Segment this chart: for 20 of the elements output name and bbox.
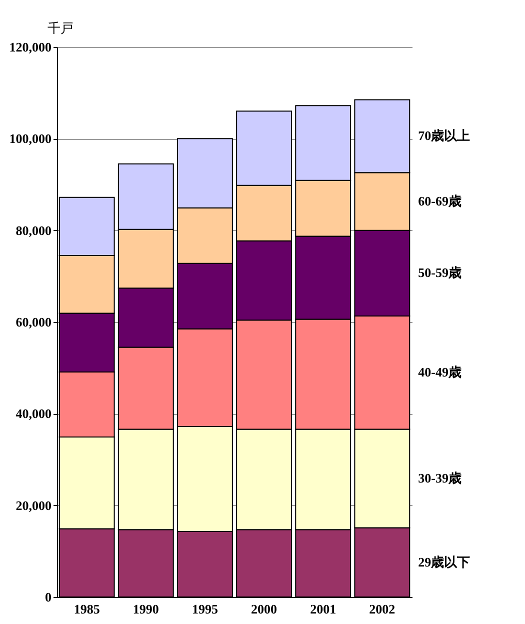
y-tick-label: 0 (45, 590, 52, 604)
y-tick-label: 20,000 (16, 498, 52, 513)
y-tick-label: 120,000 (9, 40, 52, 54)
series-label: 40-49歳 (418, 364, 462, 380)
x-tick-label: 2000 (251, 602, 278, 616)
x-tick-label: 2001 (310, 602, 336, 616)
series-label: 29歳以下 (418, 554, 470, 570)
x-tick-label: 1985 (74, 602, 100, 616)
series-label: 60-69歳 (418, 193, 462, 208)
series-label: 50-59歳 (418, 265, 462, 280)
y-tick-label: 80,000 (16, 222, 52, 238)
x-tick-label: 1990 (132, 602, 159, 616)
y-axis-title: 千戸 (48, 20, 74, 36)
x-tick-label: 1995 (192, 602, 218, 616)
y-tick-label: 60,000 (16, 314, 52, 330)
y-tick-label: 40,000 (16, 406, 52, 422)
series-label: 70歳以上 (418, 128, 470, 144)
x-tick-label: 2002 (369, 602, 396, 616)
y-tick-label: 100,000 (9, 131, 52, 146)
series-label: 30-39歳 (418, 470, 462, 486)
